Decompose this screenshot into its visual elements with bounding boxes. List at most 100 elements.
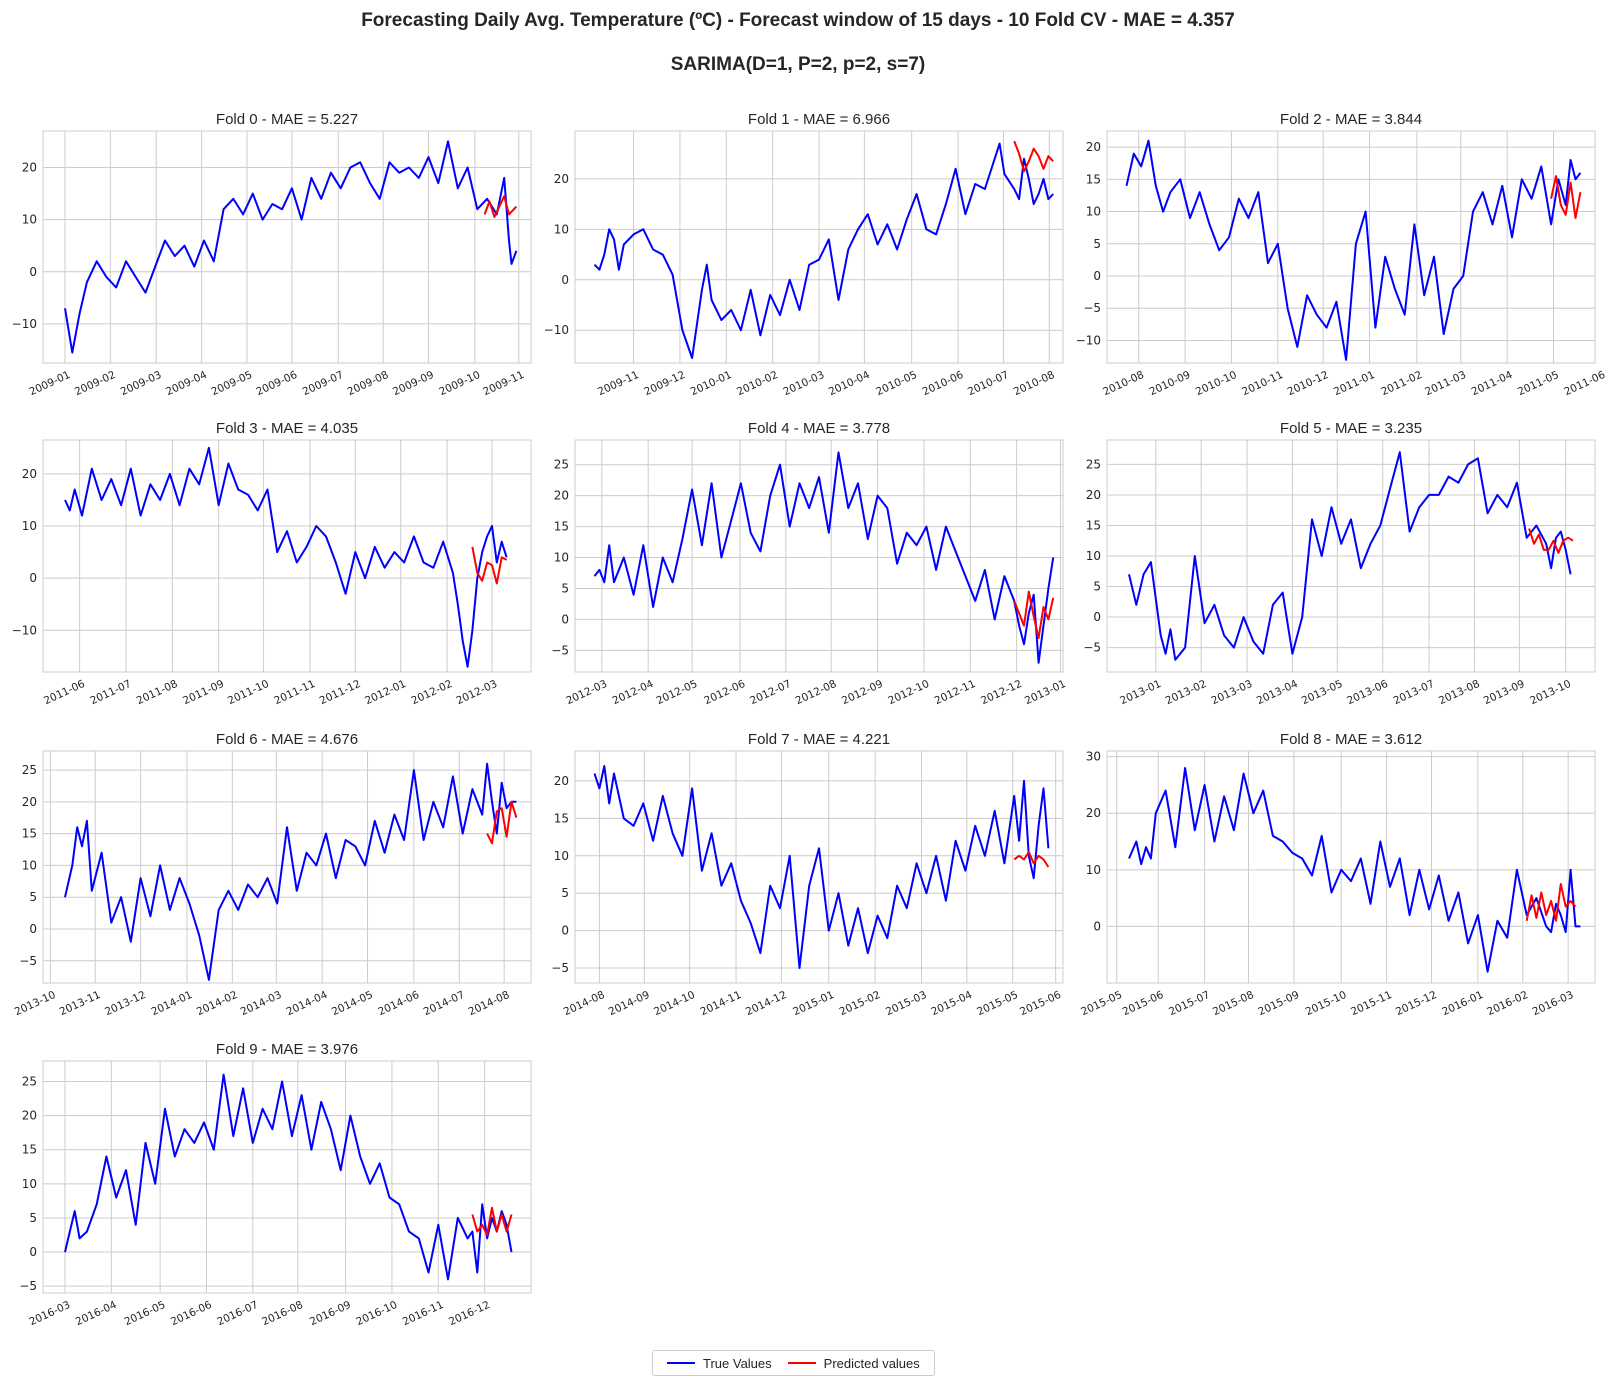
y-tick-label: 5 bbox=[1093, 237, 1101, 251]
true-values-line bbox=[64, 140, 518, 354]
y-tick-label: −10 bbox=[12, 623, 37, 637]
subplot-title: Fold 0 - MAE = 5.227 bbox=[216, 111, 358, 128]
y-tick-label: 0 bbox=[29, 571, 37, 585]
x-tick-label: 2012-01 bbox=[363, 678, 408, 707]
y-tick-label: 0 bbox=[29, 922, 37, 936]
x-tick-label: 2014-02 bbox=[195, 989, 240, 1018]
x-tick-label: 2012-09 bbox=[840, 678, 885, 707]
plot-frame bbox=[42, 130, 532, 364]
x-tick-label: 2014-06 bbox=[376, 989, 421, 1019]
legend-label-true: True Values bbox=[703, 1355, 772, 1371]
subplot-title: Fold 8 - MAE = 3.612 bbox=[1280, 731, 1422, 748]
x-tick-label: 2010-12 bbox=[1286, 369, 1331, 398]
predicted-values-line bbox=[1528, 528, 1574, 554]
x-tick-label: 2014-03 bbox=[239, 989, 284, 1018]
y-tick-label: 25 bbox=[1086, 457, 1101, 471]
x-tick-label: 2012-11 bbox=[933, 678, 978, 707]
plot-frame bbox=[42, 750, 532, 984]
x-tick-label: 2015-07 bbox=[1167, 989, 1212, 1018]
x-tick-label: 2011-04 bbox=[1470, 369, 1515, 399]
subplot-fold-5: 2013-01 2013-02 2013-03 2013-04 2013-05 2013-… bbox=[1083, 420, 1596, 708]
predicted-values-line bbox=[1550, 175, 1582, 219]
predicted-values-line bbox=[483, 195, 518, 218]
x-tick-label: 2009-04 bbox=[164, 369, 209, 399]
x-tick-label: 2011-12 bbox=[318, 678, 363, 707]
legend-swatch-predicted bbox=[787, 1362, 816, 1364]
y-tick-label: 15 bbox=[554, 811, 569, 825]
y-tick-label: 15 bbox=[554, 520, 569, 534]
x-tick-label: 2012-06 bbox=[702, 678, 747, 708]
plot-frame bbox=[1106, 130, 1596, 364]
x-tick-label: 2011-08 bbox=[135, 678, 180, 707]
y-tick-label: 20 bbox=[1086, 140, 1101, 154]
subplot-fold-7: 2014-08 2014-09 2014-10 2014-11 2014-12 2015-… bbox=[551, 731, 1064, 1019]
x-tick-label: 2015-04 bbox=[929, 989, 974, 1019]
x-tick-label: 2015-05 bbox=[975, 989, 1020, 1018]
x-tick-label: 2010-08 bbox=[1012, 369, 1057, 398]
y-tick-label: 20 bbox=[22, 795, 37, 809]
x-tick-label: 2014-11 bbox=[698, 989, 743, 1018]
x-tick-label: 2015-06 bbox=[1121, 989, 1166, 1019]
x-tick-label: 2012-08 bbox=[794, 678, 839, 707]
x-tick-label: 2014-12 bbox=[744, 989, 789, 1018]
y-tick-label: −5 bbox=[1083, 301, 1101, 315]
y-tick-label: −5 bbox=[19, 1279, 37, 1293]
x-tick-label: 2013-06 bbox=[1345, 678, 1390, 708]
true-values-line bbox=[1128, 767, 1581, 973]
x-tick-label: 2010-09 bbox=[1148, 369, 1193, 398]
x-tick-label: 2014-05 bbox=[330, 989, 375, 1018]
y-tick-label: 25 bbox=[554, 458, 569, 472]
x-tick-label: 2012-03 bbox=[564, 678, 609, 707]
y-tick-label: 0 bbox=[561, 612, 569, 626]
subplot-title: Fold 1 - MAE = 6.966 bbox=[748, 111, 890, 128]
x-tick-label: 2009-05 bbox=[209, 369, 254, 398]
x-tick-label: 2009-11 bbox=[596, 369, 641, 398]
y-tick-label: 0 bbox=[1093, 919, 1101, 933]
y-tick-label: 20 bbox=[22, 467, 37, 481]
y-tick-label: 20 bbox=[1086, 488, 1101, 502]
y-tick-label: 10 bbox=[22, 1177, 37, 1191]
x-tick-label: 2011-09 bbox=[181, 678, 226, 707]
subplot-title: Fold 2 - MAE = 3.844 bbox=[1280, 111, 1422, 128]
subplot-title: Fold 7 - MAE = 4.221 bbox=[748, 731, 890, 748]
true-values-line bbox=[64, 1073, 513, 1281]
x-tick-label: 2011-06 bbox=[1562, 369, 1607, 399]
x-tick-label: 2013-08 bbox=[1437, 678, 1482, 707]
x-tick-label: 2009-01 bbox=[27, 369, 72, 398]
x-tick-label: 2010-10 bbox=[1194, 369, 1239, 398]
y-tick-label: −5 bbox=[19, 954, 37, 968]
x-tick-label: 2010-04 bbox=[827, 369, 872, 399]
x-tick-label: 2013-10 bbox=[1528, 678, 1573, 707]
y-tick-label: 10 bbox=[554, 222, 569, 236]
x-tick-label: 2012-04 bbox=[611, 678, 656, 708]
y-tick-label: 10 bbox=[22, 519, 37, 533]
subplot-fold-2: 2010-08 2010-09 2010-10 2010-11 2010-12 2011-… bbox=[1076, 111, 1608, 398]
subplot-fold-0: 2009-01 2009-02 2009-03 2009-04 2009-05 2009-… bbox=[12, 111, 532, 399]
predicted-values-line bbox=[1013, 140, 1054, 173]
true-values-line bbox=[593, 765, 1050, 969]
x-tick-label: 2011-07 bbox=[88, 678, 133, 707]
y-tick-label: 5 bbox=[561, 581, 569, 595]
y-tick-label: −5 bbox=[551, 643, 569, 657]
subplot-title: Fold 3 - MAE = 4.035 bbox=[216, 420, 358, 437]
x-tick-label: 2013-05 bbox=[1300, 678, 1345, 707]
legend: True Values Predicted values bbox=[652, 1350, 935, 1376]
y-tick-label: 0 bbox=[1093, 269, 1101, 283]
x-tick-label: 2012-05 bbox=[655, 678, 700, 707]
x-tick-label: 2016-12 bbox=[447, 1299, 492, 1328]
x-tick-label: 2016-03 bbox=[27, 1299, 72, 1328]
legend-item-true: True Values bbox=[667, 1356, 772, 1371]
y-tick-label: 20 bbox=[1086, 806, 1101, 820]
x-tick-label: 2013-03 bbox=[1209, 678, 1254, 707]
x-tick-label: 2009-06 bbox=[254, 369, 299, 399]
x-tick-label: 2011-02 bbox=[1379, 369, 1424, 398]
y-tick-label: 20 bbox=[22, 1109, 37, 1123]
x-tick-label: 2010-08 bbox=[1101, 369, 1146, 398]
subplots-grid: 2009-01 2009-02 2009-03 2009-04 2009-05 2009-… bbox=[12, 111, 1608, 1328]
x-tick-label: 2012-12 bbox=[979, 678, 1024, 707]
x-tick-label: 2015-06 bbox=[1018, 989, 1063, 1019]
y-tick-label: 0 bbox=[29, 1245, 37, 1259]
y-tick-label: 5 bbox=[1093, 580, 1101, 594]
